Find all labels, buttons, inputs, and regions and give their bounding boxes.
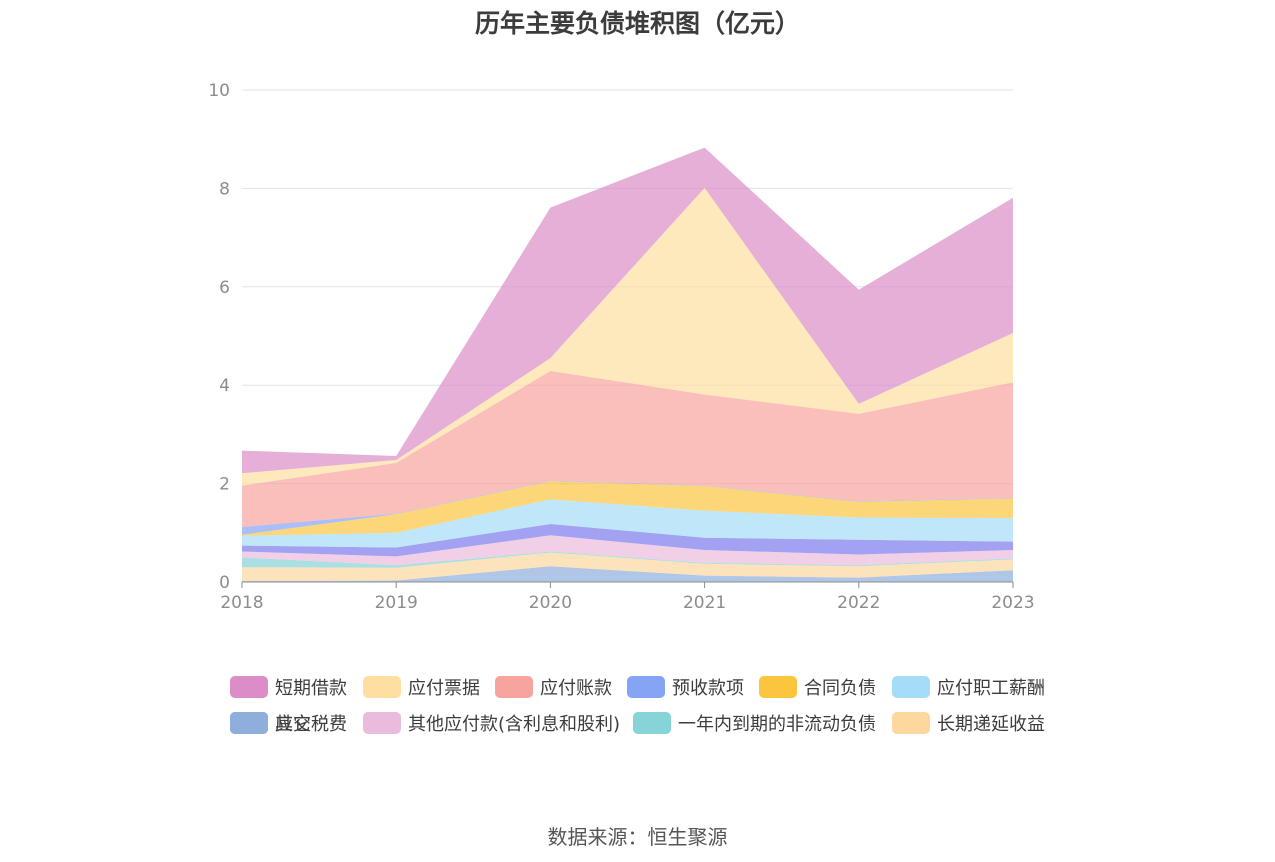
legend-item[interactable]: 应付账款 — [495, 672, 612, 702]
area-series-5 — [242, 499, 1013, 548]
x-tick-label: 2020 — [529, 593, 572, 613]
area-series — [242, 147, 1013, 582]
legend-label: 应付票据 — [408, 678, 480, 699]
area-series-10 — [242, 147, 1013, 474]
legend-label: 应交税费 — [275, 714, 347, 735]
x-axis — [241, 581, 1014, 588]
legend-swatch — [892, 712, 930, 734]
x-tick-label: 2019 — [375, 593, 418, 613]
legend-swatch — [230, 676, 268, 698]
area-series-1 — [242, 552, 1013, 582]
legend-label: 长期递延收益 — [937, 714, 1045, 735]
y-tick-label: 2 — [219, 475, 230, 495]
legend-label: 短期借款 — [275, 678, 347, 699]
stacked-area-chart: 0 2 4 6 8 10 2018 2019 2020 2021 2022 2023 — [208, 81, 1034, 613]
legend-swatch — [495, 676, 533, 698]
y-axis-tick-labels: 0 2 4 6 8 10 — [208, 81, 230, 593]
x-tick-label: 2018 — [220, 593, 263, 613]
legend-label: 应付账款 — [540, 678, 612, 699]
legend-item[interactable]: 预收款项 — [627, 672, 744, 702]
y-tick-label: 0 — [219, 573, 230, 593]
x-tick-label: 2023 — [991, 593, 1034, 613]
legend-item[interactable]: 应付职工薪酬 — [892, 672, 1045, 702]
y-tick-label: 10 — [208, 81, 230, 101]
legend-item[interactable]: 短期借款 — [230, 672, 347, 702]
legend-item[interactable]: 其他应付款(含利息和股利) — [363, 708, 620, 738]
legend-swatch — [892, 676, 930, 698]
x-tick-label: 2022 — [837, 593, 880, 613]
y-tick-label: 8 — [219, 179, 230, 199]
legend-label: 其它 — [275, 714, 311, 735]
legend-swatch — [363, 712, 401, 734]
legend-label: 应付职工薪酬 — [937, 678, 1045, 699]
area-series-2 — [242, 551, 1013, 568]
legend-item[interactable]: 一年内到期的非流动负债 — [633, 708, 876, 738]
area-series-3 — [242, 535, 1013, 566]
legend-label: 合同负债 — [804, 678, 876, 699]
area-series-0 — [242, 566, 1013, 582]
y-tick-label: 6 — [219, 278, 230, 298]
x-axis-tick-labels: 2018 2019 2020 2021 2022 2023 — [220, 593, 1034, 613]
area-series-6 — [242, 481, 1013, 536]
legend-swatch — [759, 676, 797, 698]
area-series-4 — [242, 523, 1013, 557]
x-tick-label: 2021 — [683, 593, 726, 613]
legend-label: 一年内到期的非流动负债 — [678, 714, 876, 735]
legend-item[interactable]: 长期递延收益 — [892, 708, 1045, 738]
chart-title: 历年主要负债堆积图（亿元） — [474, 9, 800, 38]
legend-item[interactable]: 其它 — [230, 708, 311, 738]
area-series-8 — [242, 370, 1013, 527]
legend-swatch — [363, 676, 401, 698]
y-tick-label: 4 — [219, 376, 230, 396]
legend-swatch — [633, 712, 671, 734]
legend-swatch — [627, 676, 665, 698]
legend-label: 其他应付款(含利息和股利) — [408, 714, 621, 735]
legend-label: 预收款项 — [672, 678, 744, 699]
area-series-9 — [242, 187, 1013, 486]
legend-item[interactable]: 应付票据 — [363, 672, 480, 702]
data-source-note: 数据来源：恒生聚源 — [547, 825, 728, 849]
legend-swatch — [230, 712, 268, 734]
legend-item[interactable]: 合同负债 — [759, 672, 876, 702]
